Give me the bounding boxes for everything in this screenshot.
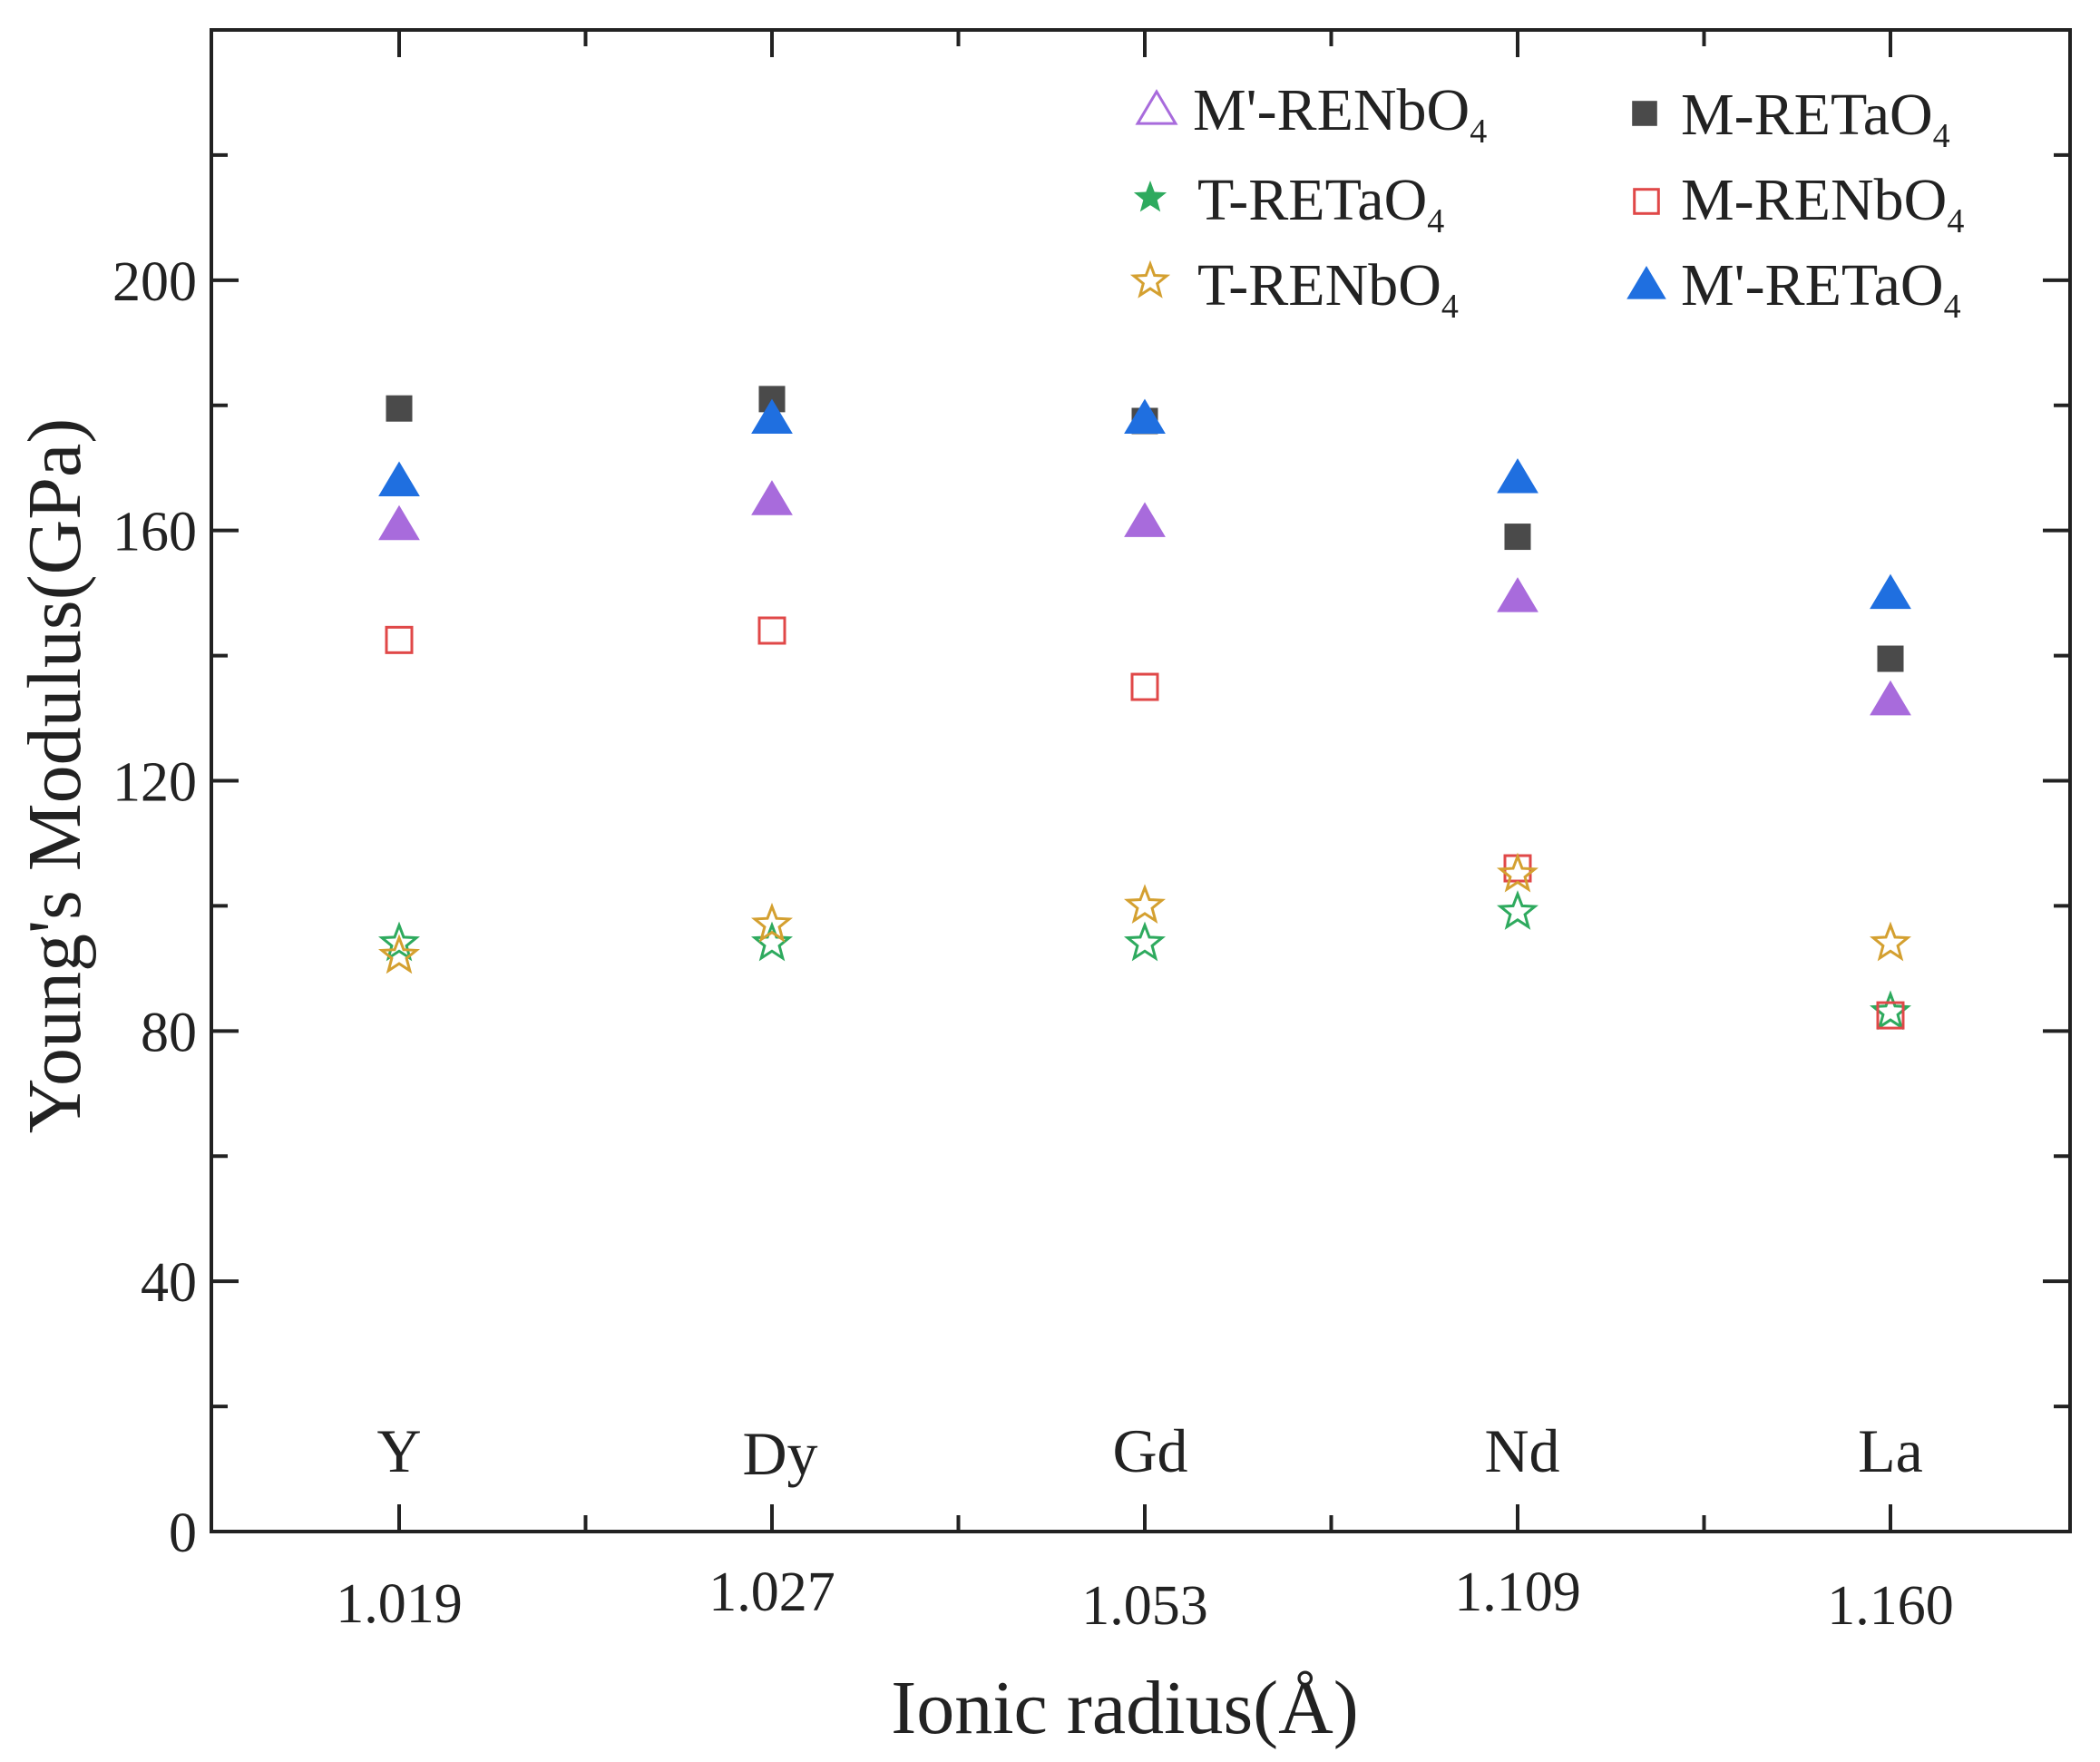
x-tick-label: 1.160 bbox=[1827, 1575, 1954, 1637]
legend-marker-triangle bbox=[1626, 266, 1666, 299]
data-point-triangle bbox=[1497, 577, 1538, 612]
data-point-square bbox=[385, 625, 414, 654]
x-tick-label: 1.019 bbox=[336, 1573, 463, 1635]
data-point-star bbox=[1496, 852, 1539, 893]
y-tick-label: 80 bbox=[141, 1002, 197, 1063]
legend-label: M-RETaO4 bbox=[1681, 82, 1950, 155]
legend-marker-star bbox=[1133, 181, 1167, 212]
legend-marker-triangle bbox=[1135, 89, 1178, 125]
data-point-star bbox=[750, 902, 794, 943]
data-point-triangle bbox=[1497, 458, 1538, 494]
element-label: Y bbox=[376, 1416, 421, 1485]
y-tick-label: 160 bbox=[112, 502, 197, 563]
data-point-square bbox=[1876, 1001, 1905, 1030]
x-tick-label: 1.109 bbox=[1454, 1561, 1581, 1623]
legend-marker-square bbox=[1633, 188, 1660, 215]
y-axis-title: Young's Modulus(GPa) bbox=[13, 418, 97, 1133]
legend-marker-star bbox=[1129, 259, 1171, 299]
data-point-star bbox=[1869, 921, 1912, 962]
data-marks bbox=[377, 386, 1912, 1031]
legend-label: T-RENbO4 bbox=[1197, 252, 1459, 326]
element-label: Gd bbox=[1112, 1416, 1187, 1485]
y-tick-label: 40 bbox=[141, 1252, 197, 1314]
element-label: La bbox=[1858, 1416, 1923, 1485]
data-point-square bbox=[386, 395, 413, 422]
data-point-triangle bbox=[378, 504, 420, 541]
data-point-square bbox=[1130, 672, 1159, 701]
x-tick-label: 1.053 bbox=[1081, 1575, 1208, 1637]
x-tick-label: 1.027 bbox=[708, 1561, 835, 1623]
data-point-star bbox=[377, 934, 421, 974]
data-point-triangle bbox=[1124, 398, 1166, 435]
legend-label: M-RENbO4 bbox=[1681, 167, 1964, 240]
data-point-square bbox=[1877, 645, 1904, 672]
y-tick-label: 0 bbox=[169, 1503, 197, 1564]
data-point-square bbox=[757, 616, 786, 645]
legend-label: M'-RENbO4 bbox=[1193, 77, 1487, 151]
legend-label: M'-RETaO4 bbox=[1681, 252, 1961, 326]
y-tick-label: 120 bbox=[112, 752, 197, 814]
data-point-star bbox=[750, 921, 794, 962]
element-label: Dy bbox=[742, 1419, 817, 1488]
data-point-star bbox=[1496, 890, 1539, 930]
data-point-triangle bbox=[1870, 573, 1911, 610]
data-point-triangle bbox=[378, 461, 420, 496]
data-point-triangle bbox=[751, 398, 793, 435]
data-point-star bbox=[1123, 921, 1167, 962]
x-axis-title: Ionic radius(Å) bbox=[891, 1666, 1358, 1750]
data-point-triangle bbox=[751, 480, 793, 515]
y-tick-label: 200 bbox=[112, 251, 197, 313]
legend: M'-RENbO4 M-RETaO4 T-RETaO4 M-RENbO4 T-RENbO… bbox=[1129, 77, 1964, 326]
element-label: Nd bbox=[1484, 1416, 1559, 1485]
axes: 0 40 80 120 160 200 1.019 1.027 1.053 1.109 1.160 Y… bbox=[112, 28, 2072, 1637]
legend-label: T-RETaO4 bbox=[1197, 167, 1444, 240]
data-point-star bbox=[1123, 884, 1167, 925]
data-point-triangle bbox=[1124, 502, 1166, 537]
data-point-star bbox=[377, 921, 421, 962]
data-point-square bbox=[1504, 524, 1531, 551]
legend-marker-square bbox=[1632, 101, 1657, 126]
data-point-triangle bbox=[1870, 680, 1911, 716]
